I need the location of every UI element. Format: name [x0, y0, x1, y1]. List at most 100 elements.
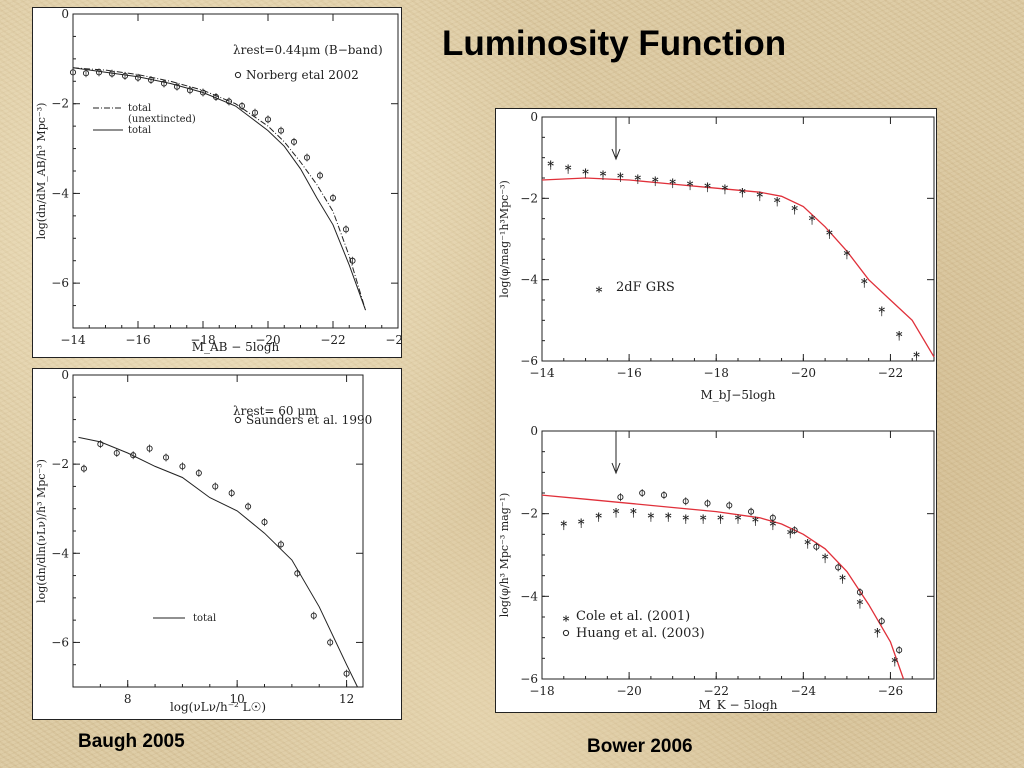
data-point-asterisk: *: [804, 538, 811, 553]
legend-label: (unextincted): [128, 114, 196, 125]
x-axis-label: M_bJ−5logh: [701, 388, 776, 402]
legend-marker: [562, 629, 570, 637]
y-tick-label: 0: [530, 110, 538, 124]
legend-label: total: [128, 125, 151, 136]
data-point-asterisk: *: [769, 519, 776, 534]
data-point-circle: [264, 116, 272, 123]
x-tick-label: −22: [878, 366, 903, 380]
data-point-asterisk: *: [774, 195, 781, 210]
data-point-circle: [95, 69, 103, 76]
data-point-circle: [80, 465, 87, 472]
slide-title: Luminosity Function: [442, 24, 787, 63]
x-tick-label: 10: [230, 692, 245, 706]
x-tick-label: −14: [529, 366, 555, 380]
data-point-circle: [316, 172, 324, 179]
data-point-asterisk: *: [874, 627, 881, 642]
y-tick-label: −6: [520, 672, 538, 686]
data-point-circle: [327, 639, 334, 646]
baugh-60micron-chart: 8 10 12 0 −2 −4 −6 log(νLν/h⁻² L☉) log(dn/dln(νL…: [35, 369, 372, 714]
y-tick-label: −2: [51, 457, 69, 471]
data-point-circle: [748, 508, 755, 515]
data-point-circle: [179, 463, 186, 470]
data-point-circle: [199, 89, 207, 96]
data-point-asterisk: *: [822, 552, 829, 567]
baugh-b-band-chart: −14 −16 −18 −20 −22 −24 0 −2 −4 −6 M_AB − 5logh log…: [35, 8, 401, 354]
data-point-circle: [113, 449, 120, 457]
x-tick-label: −22: [320, 333, 345, 347]
data-point-asterisk: *: [700, 513, 707, 528]
data-point-asterisk: *: [843, 248, 850, 263]
x-tick-label: −18: [190, 333, 215, 347]
y-axis-label: log(φ/mag⁻¹h³Mpc⁻³): [498, 180, 511, 298]
y-axis-label: log(dn/dM_AB/h³ Mpc⁻³): [35, 103, 48, 240]
data-point-circle: [896, 647, 903, 654]
data-point-circle: [212, 93, 220, 101]
data-point-circle: [329, 194, 337, 201]
data-point-asterisk: *: [617, 171, 624, 186]
data-point-asterisk: *: [652, 175, 659, 190]
y-tick-label: −6: [520, 354, 538, 368]
data-point-asterisk: *: [787, 527, 794, 542]
data-point-circle: [639, 489, 646, 497]
x-tick-label: −24: [791, 684, 817, 698]
data-point-circle: [69, 69, 77, 76]
data-point-circle: [310, 612, 317, 619]
data-point-asterisk: *: [647, 511, 654, 526]
data-point-circle: [228, 490, 235, 497]
y-tick-label: −6: [51, 276, 69, 290]
chart-annotation: λrest= 60 μm: [233, 404, 317, 418]
data-point-circle: [813, 543, 820, 550]
data-point-circle: [108, 70, 116, 77]
data-point-circle: [682, 498, 689, 505]
arrow-head: [611, 148, 621, 161]
x-axis-label: log(νLν/h⁻² L☉): [170, 700, 266, 714]
data-point-circle: [704, 500, 711, 507]
chart-panel-bower-bj: −14 −16 −18 −20 −22 0 −2 −4 −6 M_bJ−5logh log(φ/ma…: [495, 108, 937, 713]
legend-label: Cole et al. (2001): [576, 609, 690, 624]
data-point-circle: [856, 589, 864, 596]
x-tick-label: −20: [791, 366, 816, 380]
legend-label: total: [128, 103, 151, 114]
data-point-circle: [195, 470, 202, 477]
chart-panel-baugh-b-band: −14 −16 −18 −20 −22 −24 0 −2 −4 −6 M_AB − 5logh log…: [32, 7, 402, 358]
data-point-circle: [173, 83, 181, 90]
y-tick-label: 0: [61, 8, 69, 21]
series-line: [78, 436, 358, 688]
x-tick-label: −18: [704, 366, 729, 380]
data-point-asterisk: *: [861, 277, 868, 292]
legend-label: Norberg etal 2002: [246, 68, 359, 82]
x-tick-label: 8: [124, 692, 132, 706]
data-point-circle: [769, 514, 776, 521]
data-point-circle: [147, 76, 155, 83]
series-line: [72, 67, 366, 311]
y-tick-label: 0: [61, 369, 69, 382]
x-tick-label: −18: [529, 684, 554, 698]
data-point-circle: [878, 618, 885, 625]
x-axis-label: M_AB − 5logh: [192, 340, 280, 354]
data-point-circle: [130, 452, 137, 459]
y-tick-label: −2: [51, 97, 69, 111]
arrow-head: [611, 462, 621, 475]
data-point-circle: [277, 127, 285, 134]
data-point-asterisk: *: [682, 513, 689, 528]
data-point-circle: [303, 154, 311, 161]
plot-frame: [541, 430, 935, 680]
x-tick-label: −20: [616, 684, 641, 698]
data-point-circle: [261, 519, 268, 526]
x-tick-label: −20: [255, 333, 280, 347]
y-axis-label: log(dn/dln(νLν)/h³ Mpc⁻³): [35, 459, 48, 603]
data-point-asterisk: *: [896, 330, 903, 345]
data-point-asterisk: *: [565, 163, 572, 178]
x-tick-label: −22: [704, 684, 729, 698]
data-point-circle: [245, 503, 252, 510]
legend-label: Saunders et al. 1990: [246, 413, 372, 427]
x-tick-label: −16: [125, 333, 150, 347]
data-point-asterisk: *: [665, 511, 672, 526]
y-tick-label: −4: [51, 546, 69, 560]
x-axis-label: M_K − 5logh: [698, 698, 777, 711]
x-tick-label: −14: [60, 333, 86, 347]
legend-marker: *: [596, 285, 603, 300]
plot-frame: [72, 13, 399, 329]
y-tick-label: −2: [520, 191, 538, 205]
y-tick-label: 0: [530, 424, 538, 438]
